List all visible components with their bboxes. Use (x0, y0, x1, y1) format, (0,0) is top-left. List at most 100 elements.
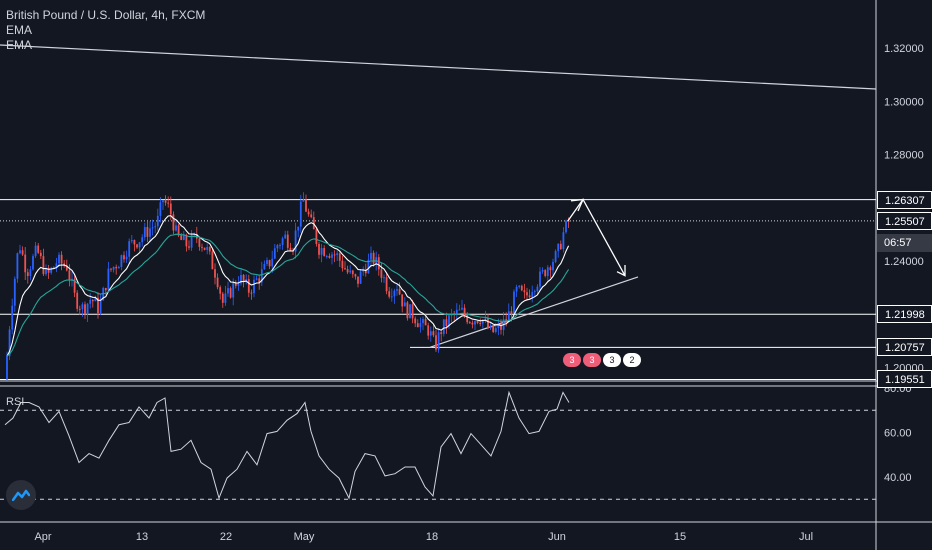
ema-fast-line (6, 215, 570, 357)
candle-body (440, 332, 443, 334)
candle-body (260, 269, 263, 283)
candle-body (219, 287, 222, 294)
ema-indicator-label-2[interactable]: EMA (6, 38, 33, 52)
arrow-head (616, 264, 626, 277)
tradingview-logo-icon[interactable] (6, 480, 36, 510)
candle-body (149, 228, 151, 237)
candle-body (68, 270, 71, 280)
candle-body (367, 259, 370, 274)
candle-body (42, 256, 45, 275)
ema-indicator-label-1[interactable]: EMA (6, 23, 33, 37)
candle-body (211, 251, 214, 270)
candle-body (294, 230, 297, 252)
candle-body (492, 325, 495, 332)
candle-body (250, 292, 253, 294)
candle-body (416, 323, 419, 328)
candle-body (500, 324, 502, 330)
candle-body (448, 315, 450, 326)
candle-body (81, 304, 84, 310)
candle-body (455, 309, 458, 315)
candle-body (320, 248, 323, 255)
time-axis-tick: Jul (799, 531, 813, 543)
event-badge[interactable]: 3 (563, 353, 581, 367)
candle-body (102, 287, 105, 301)
candle-body (307, 211, 310, 215)
candle-body (479, 322, 482, 324)
candle-body (146, 227, 149, 237)
candle-body (143, 227, 146, 238)
candle-body (401, 294, 404, 307)
candle-body (398, 289, 401, 295)
event-badges[interactable]: 3 3 3 2 (563, 353, 641, 367)
rsi-label[interactable]: RSI (6, 396, 25, 408)
candle-body (476, 321, 479, 323)
candle-body (110, 268, 112, 270)
candle-body (107, 268, 110, 291)
candle-body (245, 279, 248, 282)
candle-body (284, 234, 287, 239)
candle-body (37, 245, 40, 253)
candle-body (253, 279, 255, 294)
candle-body (229, 288, 232, 298)
candle-body (26, 272, 29, 277)
candle-body (409, 304, 411, 319)
candle-body (6, 356, 8, 380)
price-level-tag: 1.21998 (877, 305, 932, 324)
candle-body (328, 255, 331, 258)
candle-body (55, 263, 58, 267)
candle-body (154, 226, 157, 228)
time-axis-tick: 18 (426, 531, 438, 543)
candle-body (94, 297, 97, 302)
candle-body (34, 245, 37, 257)
candle-body (99, 300, 102, 314)
price-axis-tick: 1.24000 (884, 256, 924, 268)
symbol-title: British Pound / U.S. Dollar, 4h, FXCM (6, 8, 206, 22)
candle-body (169, 203, 172, 215)
candle-body (32, 256, 34, 270)
candle-body (393, 290, 396, 297)
candle-body (133, 240, 136, 245)
candle-body (258, 278, 261, 283)
event-badge[interactable]: 3 (583, 353, 601, 367)
candle-body (78, 308, 81, 310)
candle-body (8, 329, 11, 357)
bar-countdown-tag: 06:57 (877, 233, 932, 252)
candle-body (299, 201, 302, 227)
candle-body (279, 245, 281, 247)
candle-body (84, 304, 86, 315)
candle-body (276, 245, 279, 249)
candle-body (364, 269, 367, 274)
candle-body (341, 260, 344, 269)
price-level-tag: 1.26307 (877, 190, 932, 209)
event-badge[interactable]: 2 (623, 353, 641, 367)
candle-body (302, 199, 305, 202)
candle-body (325, 255, 328, 257)
candle-body (406, 302, 409, 319)
candle-body (182, 235, 185, 240)
candle-body (273, 248, 276, 259)
candle-body (437, 332, 440, 350)
candle-body (221, 293, 224, 303)
candle-body (518, 285, 521, 287)
candle-body (533, 291, 536, 293)
candle-body (185, 235, 188, 247)
candle-body (424, 319, 427, 326)
candle-body (461, 307, 463, 310)
candle-body (120, 255, 123, 268)
candle-body (497, 324, 500, 329)
candle-body (346, 269, 349, 273)
candle-body (91, 300, 94, 302)
candle-body (354, 274, 357, 277)
candle-body (216, 277, 219, 288)
candle-body (86, 303, 89, 315)
time-axis-tick: Apr (34, 531, 51, 543)
candle-body (546, 267, 549, 276)
candle-body (505, 319, 508, 321)
event-badge[interactable]: 3 (603, 353, 621, 367)
candle-body (232, 283, 235, 298)
candle-body (531, 292, 534, 298)
candle-body (559, 243, 562, 250)
candle-body (289, 247, 292, 251)
candle-body (562, 232, 565, 250)
